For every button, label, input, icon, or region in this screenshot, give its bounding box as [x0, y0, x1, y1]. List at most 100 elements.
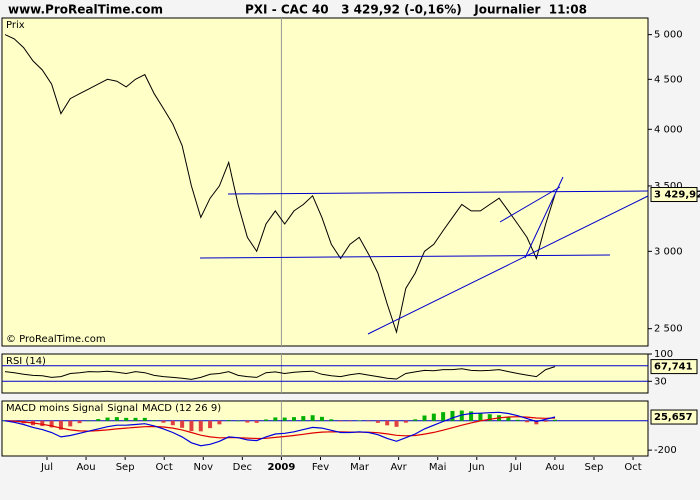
trend-line: [367, 195, 649, 335]
histogram-bar: [226, 420, 231, 421]
histogram-bar: [264, 419, 269, 421]
histogram-bar: [534, 420, 539, 425]
histogram-bar: [319, 416, 324, 421]
histogram-bar: [329, 419, 334, 421]
histogram-bar: [105, 417, 110, 421]
x-tick-label: Sep: [585, 462, 604, 473]
y-tick-label: 3 000: [654, 246, 683, 257]
panel-title: Prix: [6, 20, 25, 31]
panel-background: [1, 353, 649, 394]
last-value-tag: 3 429,92: [650, 187, 700, 203]
legend-entry: Signal: [107, 403, 138, 414]
last-value-label: 3 429,92: [654, 190, 700, 201]
histogram-bar: [366, 420, 371, 422]
histogram-bar: [236, 420, 241, 422]
trend-line: [499, 186, 561, 223]
x-tick-label: Jun: [468, 462, 485, 473]
x-tick-label: Aou: [545, 462, 564, 473]
x-tick-label: Mai: [429, 462, 447, 473]
last-value-box: [650, 359, 698, 375]
legend-entry: MACD moins Signal: [6, 403, 103, 414]
indicator-line: [4, 416, 556, 440]
histogram-bar: [487, 414, 492, 421]
last-value-label: 25,657: [654, 412, 693, 423]
histogram-bar: [385, 420, 390, 426]
histogram-bar: [189, 420, 194, 432]
histogram-bar: [525, 420, 530, 423]
trend-line: [199, 254, 611, 259]
histogram-bar: [422, 415, 427, 421]
histogram-bar: [254, 420, 259, 423]
chart-header: PXI - CAC 40 3 429,92 (-0,16%) Journalie…: [245, 3, 587, 17]
indicator-line: [4, 411, 556, 447]
x-tick-label: Dec: [233, 462, 252, 473]
histogram-bar: [478, 413, 483, 421]
copyright-note: © ProRealTime.com: [6, 334, 106, 345]
histogram-bar: [68, 420, 73, 427]
last-value-box: [650, 409, 698, 425]
histogram-bar: [310, 415, 315, 421]
histogram-bar: [170, 420, 175, 426]
histogram-bar: [459, 410, 464, 421]
trend-line: [524, 176, 564, 259]
histogram-bar: [357, 420, 362, 422]
x-tick-label: Mar: [350, 462, 370, 473]
histogram-bar: [180, 420, 185, 428]
site-name: www.ProRealTime.com: [8, 3, 163, 17]
x-tick-label: 2009: [267, 462, 295, 473]
trend-line: [227, 190, 649, 195]
histogram-bar: [86, 420, 91, 422]
price-line: [4, 34, 556, 335]
histogram-bar: [49, 420, 54, 428]
legend-entry: MACD (12 26 9): [142, 403, 221, 414]
histogram-bar: [291, 417, 296, 421]
histogram-bar: [506, 417, 511, 421]
y-tick-label: 4 500: [654, 74, 683, 85]
x-tick-label: Aou: [77, 462, 96, 473]
histogram-bar: [431, 413, 436, 421]
last-value-box: [650, 187, 698, 203]
histogram-bar: [543, 420, 548, 422]
x-tick-label: Nov: [194, 462, 214, 473]
x-tick-label: Fev: [312, 462, 329, 473]
y-tick-label: 30: [654, 376, 667, 387]
histogram-bar: [375, 420, 380, 423]
y-tick-label: 3 500: [654, 181, 683, 192]
histogram-bar: [450, 410, 455, 421]
histogram-bar: [58, 420, 63, 430]
histogram-bar: [413, 419, 418, 421]
histogram-bar: [338, 420, 343, 422]
histogram-bar: [152, 420, 157, 421]
histogram-bar: [40, 420, 45, 427]
x-tick-label: Oct: [624, 462, 641, 473]
x-tick-label: Jul: [40, 462, 53, 473]
last-value-label: 67,741: [654, 362, 693, 373]
x-tick-label: Jul: [509, 462, 522, 473]
last-value-tag: 67,741: [650, 359, 698, 375]
histogram-bar: [77, 420, 82, 424]
histogram-bar: [124, 417, 129, 421]
histogram-bar: [96, 419, 101, 421]
histogram-bar: [469, 411, 474, 421]
histogram-bar: [114, 417, 119, 421]
histogram-bar: [441, 412, 446, 421]
panel-background: [1, 17, 649, 347]
x-tick-label: Sep: [116, 462, 135, 473]
y-tick-label: -200: [654, 445, 677, 456]
y-tick-label: 2 500: [654, 324, 683, 335]
y-tick-label: 100: [654, 349, 673, 360]
histogram-bar: [245, 420, 250, 423]
histogram-bar: [403, 420, 408, 423]
histogram-bar: [347, 420, 352, 422]
panel-title: RSI (14): [6, 356, 46, 367]
histogram-bar: [142, 417, 147, 421]
histogram-bar: [273, 417, 278, 421]
histogram-bar: [394, 420, 399, 427]
histogram-bar: [208, 420, 213, 429]
histogram-bar: [301, 416, 306, 421]
histogram-bar: [198, 420, 203, 432]
x-tick-label: Oct: [156, 462, 173, 473]
histogram-bar: [553, 419, 557, 421]
